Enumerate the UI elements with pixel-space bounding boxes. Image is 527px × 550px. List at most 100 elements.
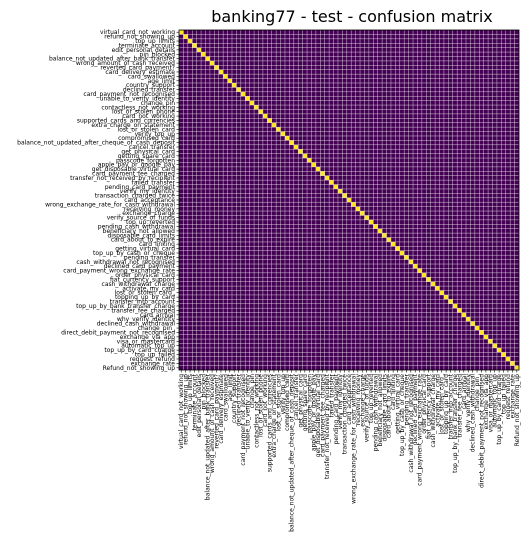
x-tick-label: card_payment_fee_charged	[320, 374, 327, 457]
x-tick-label: automatic_top_up	[492, 374, 499, 428]
diagonal-cell	[448, 299, 453, 304]
y-tick-label: change_pin	[141, 100, 176, 107]
y-tick-label: pin_blocked	[140, 51, 176, 58]
diagonal-cell	[457, 308, 462, 313]
x-tick-label: compromised_card	[284, 374, 291, 431]
y-tick-label: lost_or_stolen_phone	[112, 109, 175, 116]
x-tick-label: passcode_forgotten	[306, 374, 313, 433]
diagonal-cell	[209, 60, 215, 66]
y-tick-label: transfer_not_received_by_recipient	[70, 175, 176, 182]
y-tick-label: receiving_money	[124, 206, 176, 213]
x-tick-label: country_support	[231, 373, 238, 423]
x-tick-labels: virtual_card_not_workingrefund_not_showi…	[178, 370, 521, 532]
y-tick-label: passcode_forgotten	[116, 157, 175, 164]
x-tick-label: order_physical_card	[421, 374, 428, 434]
x-tick-label: pending_cash_withdrawal	[372, 374, 379, 452]
diagonal-cell	[254, 105, 259, 110]
x-tick-label: why_verify_identity	[465, 374, 472, 433]
diagonal-cell	[307, 158, 312, 163]
diagonal-cell	[514, 365, 519, 370]
x-tick-label: disposable_card_limits	[381, 374, 388, 442]
diagonal-cell	[311, 162, 316, 167]
x-tick-label: verify_top_up	[280, 374, 287, 415]
diagonal-cell	[417, 268, 422, 273]
diagonal-cell	[510, 361, 515, 366]
diagonal-cell	[196, 47, 202, 53]
x-tick-label: verify_my_identity	[337, 374, 344, 430]
y-tick-label: request_refund	[130, 356, 176, 363]
y-tick-label: verify_source_of_funds	[107, 215, 175, 222]
x-tick-label: change_pin_	[474, 373, 481, 411]
diagonal-cell	[390, 241, 396, 247]
y-tick-label: get_disposable_virtual_card	[92, 166, 175, 173]
x-tick-label: edit_personal_details	[196, 374, 203, 437]
diagonal-cell	[443, 294, 449, 300]
diagonal-cell	[324, 175, 330, 181]
y-tick-label: wrong_exchange_rate_for_cash_withdrawal	[45, 201, 175, 208]
diagonal-cell	[408, 259, 414, 265]
diagonal-cell	[466, 317, 471, 322]
x-tick-label: direct_debit_payment_not_recognised	[478, 374, 485, 488]
y-tick-label: exchange_charge	[122, 210, 175, 217]
y-tick-label: virtual_card_not_working	[100, 29, 175, 36]
x-tick-label: visa_or_mastercard	[487, 374, 494, 433]
y-tick-label: lost_or_stolen_card	[118, 126, 176, 133]
x-tick-label: top_up_by_card_charge	[496, 374, 503, 445]
matrix-cells	[179, 30, 519, 370]
y-tick-label: transaction_charged_twice	[95, 193, 176, 200]
diagonal-cell	[236, 87, 241, 92]
diagonal-cell	[231, 82, 237, 88]
x-tick-label: lost_or_stolen_phone	[258, 374, 265, 437]
y-tick-label: order_physical_card	[115, 272, 175, 279]
x-tick-label: lost_or_stolen_card	[275, 374, 282, 432]
diagonal-cell	[187, 38, 193, 44]
y-tick-label: declined_cash_withdrawal	[97, 321, 176, 328]
matrix-frame	[178, 29, 520, 371]
x-tick-label: refund_not_showing_up	[183, 374, 190, 445]
diagonal-cell	[355, 206, 361, 212]
y-tick-label: getting_virtual_card	[115, 246, 175, 253]
y-tick-label: country_support	[126, 82, 176, 89]
diagonal-cell	[337, 188, 343, 194]
y-tick-label: card_linking	[139, 241, 175, 248]
x-tick-label: contactless_not_working	[253, 374, 260, 448]
diagonal-cell	[245, 96, 250, 101]
x-tick-label: virtual_card_not_working	[178, 374, 185, 449]
diagonal-cell	[218, 69, 224, 75]
diagonal-cell	[315, 166, 321, 172]
diagonal-cell	[302, 153, 308, 159]
x-tick-label: transfer_fee_charged	[456, 374, 463, 438]
y-tick-label: unable_to_verify_identity	[100, 95, 176, 102]
diagonal-cell	[183, 34, 188, 39]
x-tick-label: card_linking	[390, 374, 397, 410]
diagonal-cell	[404, 255, 409, 260]
x-tick-label: pending_card_payment	[333, 373, 340, 444]
diagonal-cell	[413, 264, 418, 269]
diagonal-cell	[360, 211, 365, 216]
y-tick-label: top_up_failed	[135, 352, 175, 359]
y-tick-label: transfer_fee_charged	[111, 307, 175, 314]
y-tick-label: disposable_card_limits	[107, 232, 175, 239]
y-tick-label: terminate_account	[119, 42, 176, 49]
y-tick-label: verify_my_identity	[120, 188, 176, 195]
x-tick-label: card_arrival	[461, 374, 468, 410]
y-tick-label: edit_personal_details	[112, 47, 175, 54]
diagonal-cell	[373, 224, 378, 229]
y-tick-label: change_pin_	[138, 325, 176, 332]
y-tick-label: automatic_top_up	[121, 343, 175, 350]
diagonal-cell	[395, 246, 400, 251]
x-tick-label: wrong_exchange_rate_for_cash_withdrawal	[350, 374, 357, 504]
y-tick-label: declined_transfer	[123, 87, 176, 94]
x-tick-label: card_payment_wrong_exchange_rate	[417, 374, 424, 486]
diagonal-cell	[298, 149, 303, 154]
x-tick-label: card_swallowed	[222, 374, 229, 421]
x-tick-label: transfer_not_received_by_recipient	[324, 373, 331, 479]
x-tick-label: activate_my_card	[434, 374, 441, 427]
chart-title: banking77 - test - confusion matrix	[211, 7, 493, 26]
diagonal-cell	[351, 202, 356, 207]
diagonal-cell	[439, 290, 444, 295]
diagonal-cell	[333, 184, 338, 189]
y-tick-label: card_acceptance	[124, 197, 175, 204]
diagonal-cell	[329, 180, 334, 185]
